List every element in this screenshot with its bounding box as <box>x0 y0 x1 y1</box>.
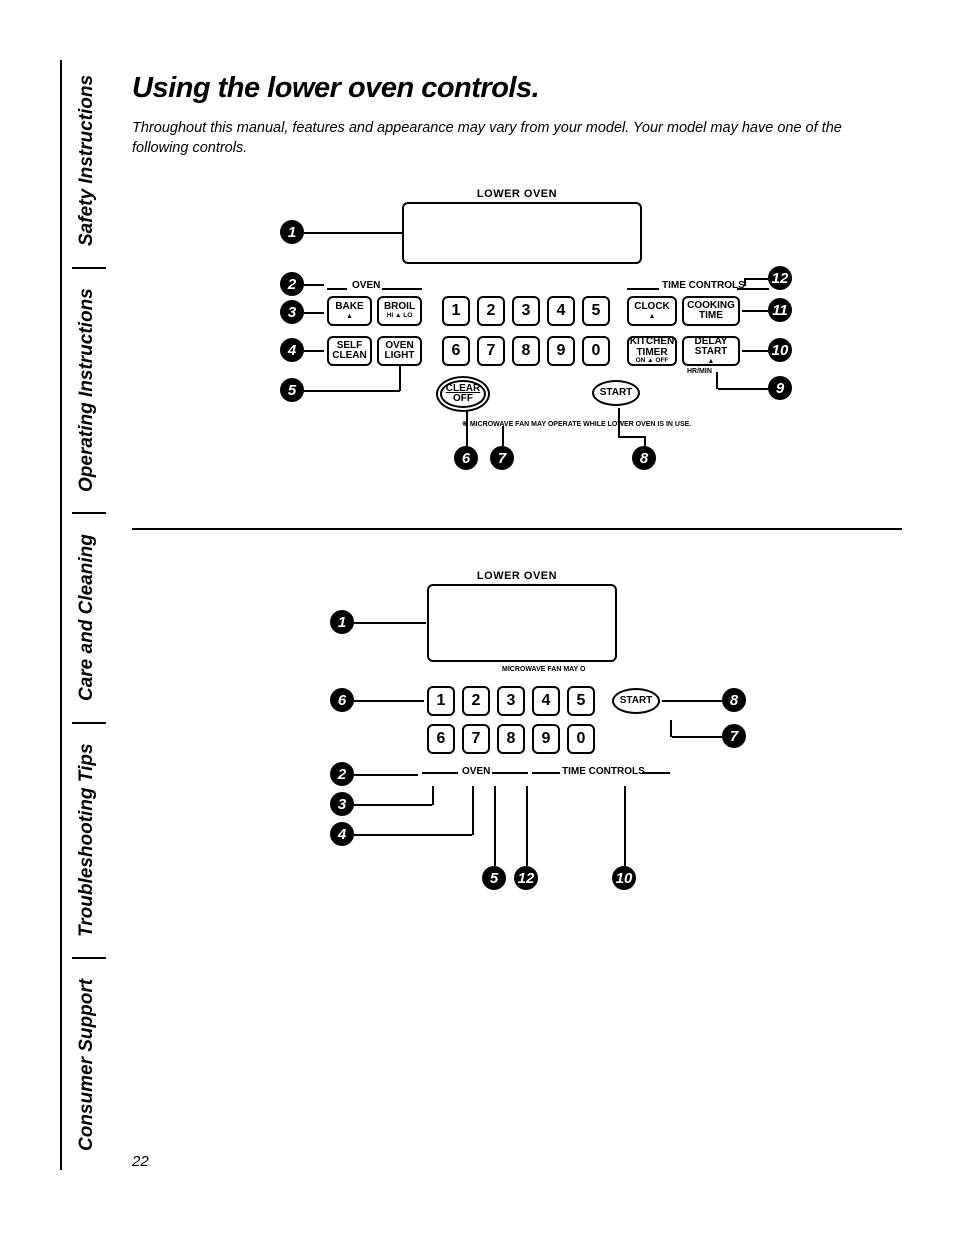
tab-support[interactable]: Consumer Support <box>62 965 112 1165</box>
callout-4: 4 <box>330 822 354 846</box>
bake-label: BAKE <box>335 302 363 313</box>
keypad-3[interactable]: 3 <box>497 686 525 716</box>
clock-label: CLOCK <box>634 302 670 313</box>
keypad-4[interactable]: 4 <box>547 296 575 326</box>
broil-sublabel: HI ▲ LO <box>387 313 413 320</box>
callout-6: 6 <box>330 688 354 712</box>
keypad-5[interactable]: 5 <box>567 686 595 716</box>
content-area: Using the lower oven controls. Throughou… <box>132 60 902 920</box>
oven-display <box>427 584 617 662</box>
delay-start-label: DELAY START <box>695 337 728 358</box>
keypad-2[interactable]: 2 <box>462 686 490 716</box>
callout-12: 12 <box>768 266 792 290</box>
keypad-4[interactable]: 4 <box>532 686 560 716</box>
separator <box>132 528 902 530</box>
keypad-6[interactable]: 6 <box>442 336 470 366</box>
callout-10: 10 <box>768 338 792 362</box>
start-button[interactable]: START <box>612 688 660 714</box>
callout-7: 7 <box>490 446 514 470</box>
off-label: OFF <box>453 394 473 404</box>
keypad-0[interactable]: 0 <box>567 724 595 754</box>
page-subheading: Throughout this manual, features and app… <box>132 119 902 158</box>
keypad-7[interactable]: 7 <box>462 724 490 754</box>
callout-8: 8 <box>722 688 746 712</box>
broil-button[interactable]: BROIL HI ▲ LO <box>377 296 422 326</box>
kitchen-timer-button[interactable]: KITCHEN TIMER ON ▲ OFF <box>627 336 677 366</box>
sidebar: Safety Instructions Operating Instructio… <box>62 60 116 1170</box>
callout-6: 6 <box>454 446 478 470</box>
callout-7: 7 <box>722 724 746 748</box>
keypad-0[interactable]: 0 <box>582 336 610 366</box>
tab-troubleshooting[interactable]: Troubleshooting Tips <box>62 730 112 950</box>
time-section-label: TIME CONTROLS <box>562 766 645 777</box>
callout-10: 10 <box>612 866 636 890</box>
control-panel-1: LOWER OVEN OVEN TIME CONTROLS BAKE BROIL… <box>132 188 902 508</box>
kitchen-timer-sublabel: ON ▲ OFF <box>636 358 669 365</box>
triangle-up-icon <box>708 358 715 365</box>
callout-5: 5 <box>482 866 506 890</box>
callout-9: 9 <box>768 376 792 400</box>
tab-care[interactable]: Care and Cleaning <box>62 520 112 715</box>
keypad-5[interactable]: 5 <box>582 296 610 326</box>
tab-divider <box>72 722 106 724</box>
callout-8: 8 <box>632 446 656 470</box>
triangle-up-icon <box>649 313 656 320</box>
keypad-8[interactable]: 8 <box>512 336 540 366</box>
panel-title: LOWER OVEN <box>477 188 557 200</box>
keypad-1[interactable]: 1 <box>427 686 455 716</box>
tab-operating[interactable]: Operating Instructions <box>62 275 112 505</box>
keypad-2[interactable]: 2 <box>477 296 505 326</box>
start-button[interactable]: START <box>592 380 640 406</box>
keypad-9[interactable]: 9 <box>532 724 560 754</box>
page-number: 22 <box>132 1153 149 1170</box>
bake-button[interactable]: BAKE <box>327 296 372 326</box>
self-clean-button[interactable]: SELF CLEAN <box>327 336 372 366</box>
callout-4: 4 <box>280 338 304 362</box>
keypad-1[interactable]: 1 <box>442 296 470 326</box>
clock-button[interactable]: CLOCK <box>627 296 677 326</box>
oven-section-label: OVEN <box>352 280 380 291</box>
callout-2: 2 <box>330 762 354 786</box>
tab-safety[interactable]: Safety Instructions <box>62 60 112 260</box>
triangle-up-icon <box>346 313 353 320</box>
microwave-footnote: ※ MICROWAVE FAN MAY OPERATE WHILE LOWER … <box>462 420 691 428</box>
microwave-note: MICROWAVE FAN MAY O <box>502 666 586 673</box>
callout-5: 5 <box>280 378 304 402</box>
keypad-9[interactable]: 9 <box>547 336 575 366</box>
clear-off-button[interactable]: CLEAR OFF <box>440 380 486 408</box>
hrmin-label: HR/MIN <box>687 368 712 375</box>
panel-title: LOWER OVEN <box>477 570 557 582</box>
callout-1: 1 <box>330 610 354 634</box>
oven-light-button[interactable]: OVEN LIGHT <box>377 336 422 366</box>
keypad-6[interactable]: 6 <box>427 724 455 754</box>
page-heading: Using the lower oven controls. <box>132 72 902 105</box>
control-panel-2: LOWER OVEN MICROWAVE FAN MAY O 1 2 3 4 5… <box>132 570 902 920</box>
callout-3: 3 <box>330 792 354 816</box>
callout-12: 12 <box>514 866 538 890</box>
oven-section-label: OVEN <box>462 766 490 777</box>
tab-divider <box>72 267 106 269</box>
callout-11: 11 <box>768 298 792 322</box>
tab-divider <box>72 957 106 959</box>
tab-divider <box>72 512 106 514</box>
callout-3: 3 <box>280 300 304 324</box>
keypad-7[interactable]: 7 <box>477 336 505 366</box>
time-section-label: TIME CONTROLS <box>662 280 745 291</box>
callout-1: 1 <box>280 220 304 244</box>
delay-start-button[interactable]: DELAY START <box>682 336 740 366</box>
kitchen-timer-label: KITCHEN TIMER <box>630 337 674 358</box>
keypad-3[interactable]: 3 <box>512 296 540 326</box>
callout-2: 2 <box>280 272 304 296</box>
cooking-time-button[interactable]: COOKING TIME <box>682 296 740 326</box>
keypad-8[interactable]: 8 <box>497 724 525 754</box>
oven-display <box>402 202 642 264</box>
page-frame: Safety Instructions Operating Instructio… <box>60 60 910 1170</box>
